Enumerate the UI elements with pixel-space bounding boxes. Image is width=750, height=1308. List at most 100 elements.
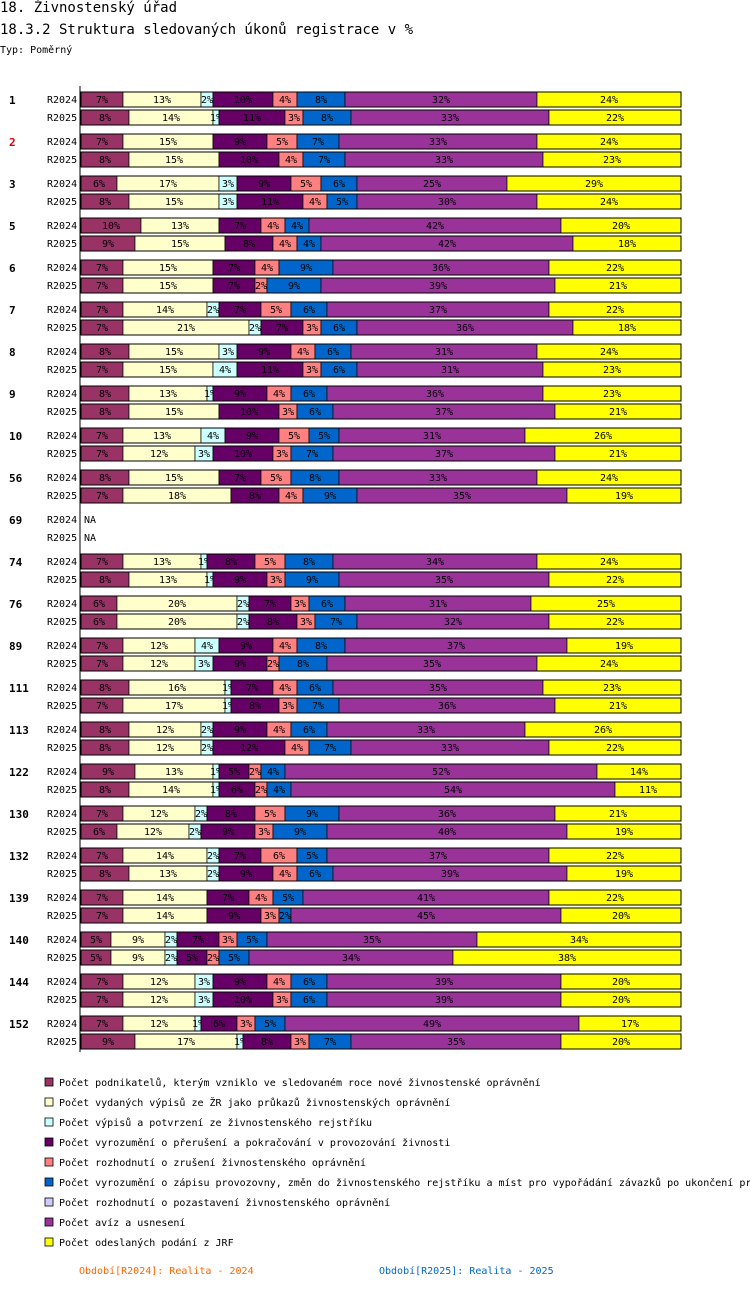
data-label: 37%	[447, 641, 465, 652]
data-label: 9%	[240, 869, 252, 880]
period-label: R2025	[47, 743, 77, 754]
data-label: 3%	[294, 1037, 306, 1048]
data-label: 7%	[306, 449, 318, 460]
data-label: 4%	[279, 869, 291, 880]
data-label: 4%	[297, 347, 309, 358]
data-label: 16%	[168, 683, 186, 694]
period-label: R2025	[47, 953, 77, 964]
data-label: 3%	[264, 911, 276, 922]
data-label: 38%	[558, 953, 576, 964]
data-label: 7%	[312, 701, 324, 712]
data-label: 9%	[234, 575, 246, 586]
data-label: 5%	[264, 1019, 276, 1030]
bar-frame	[80, 1033, 682, 1050]
data-label: 9%	[324, 491, 336, 502]
data-label: 12%	[156, 743, 174, 754]
data-label: 1%	[204, 575, 216, 586]
data-label: 11%	[243, 113, 261, 124]
data-label: 5%	[270, 473, 282, 484]
data-label: 15%	[165, 473, 183, 484]
data-label: 31%	[441, 365, 459, 376]
data-label: 10%	[234, 95, 252, 106]
group-label: 8	[9, 346, 16, 359]
bar-frame	[80, 427, 682, 444]
data-label: 3%	[198, 977, 210, 988]
data-label: 21%	[609, 809, 627, 820]
period-label: R2024	[47, 347, 77, 358]
data-label: 7%	[96, 911, 108, 922]
bar-frame	[80, 151, 682, 168]
data-label: 33%	[435, 155, 453, 166]
data-label: 4%	[267, 767, 279, 778]
data-label: 4%	[273, 389, 285, 400]
bar-frame	[80, 889, 682, 906]
bar-frame	[80, 301, 682, 318]
data-label: 7%	[96, 137, 108, 148]
period-label: R2025	[47, 827, 77, 838]
data-label: 36%	[456, 323, 474, 334]
data-label: 3%	[306, 365, 318, 376]
data-label: 4%	[285, 155, 297, 166]
period-label: R2024	[47, 515, 77, 526]
data-label: 4%	[291, 743, 303, 754]
data-label: 14%	[156, 893, 174, 904]
data-label: 21%	[609, 449, 627, 460]
data-label: 21%	[177, 323, 195, 334]
bar-frame	[80, 217, 682, 234]
legend-entry: Počet podnikatelů, kterým vzniklo ve sle…	[59, 1077, 541, 1089]
data-label: 4%	[291, 221, 303, 232]
bar-frame	[80, 361, 682, 378]
data-label: 6%	[303, 305, 315, 316]
data-label: 23%	[603, 683, 621, 694]
data-label: 5%	[246, 935, 258, 946]
period-label: R2024	[47, 431, 77, 442]
data-label: 35%	[453, 491, 471, 502]
data-label: 15%	[165, 407, 183, 418]
data-label: 3%	[294, 599, 306, 610]
data-label: 33%	[429, 137, 447, 148]
data-label: 4%	[273, 977, 285, 988]
data-label: 22%	[606, 893, 624, 904]
bar-frame	[80, 403, 682, 420]
data-label: 40%	[438, 827, 456, 838]
group-label: 152	[9, 1018, 29, 1031]
period-label: R2025	[47, 407, 77, 418]
bar-frame	[80, 991, 682, 1008]
chart-type-label: Typ: Poměrný	[0, 45, 73, 56]
data-label: 7%	[96, 95, 108, 106]
data-label: 21%	[609, 701, 627, 712]
data-label: 22%	[606, 263, 624, 274]
data-label: 5%	[90, 953, 102, 964]
data-label: 7%	[234, 473, 246, 484]
data-label: 6%	[93, 599, 105, 610]
data-label: 36%	[438, 809, 456, 820]
legend-swatch	[44, 1077, 54, 1087]
data-label: 9%	[258, 347, 270, 358]
data-label: 12%	[150, 1019, 168, 1030]
data-label: 6%	[303, 725, 315, 736]
data-label: 9%	[306, 575, 318, 586]
data-label: 7%	[96, 449, 108, 460]
data-label: 7%	[96, 491, 108, 502]
data-label: 8%	[309, 473, 321, 484]
data-label: 4%	[201, 641, 213, 652]
data-label: 7%	[96, 851, 108, 862]
data-label: 7%	[96, 701, 108, 712]
na-label: NA	[84, 515, 96, 526]
bar-frame	[80, 277, 682, 294]
data-label: 8%	[99, 347, 111, 358]
data-label: 7%	[96, 1019, 108, 1030]
data-label: 9%	[288, 281, 300, 292]
period-label: R2024	[47, 809, 77, 820]
data-label: 35%	[363, 935, 381, 946]
period-label: R2025	[47, 323, 77, 334]
period-label: R2024	[47, 557, 77, 568]
group-label: 113	[9, 724, 29, 737]
group-label: 76	[9, 598, 23, 611]
data-label: 7%	[264, 599, 276, 610]
data-label: 7%	[228, 281, 240, 292]
data-label: 8%	[321, 113, 333, 124]
data-label: 8%	[261, 1037, 273, 1048]
period-label: R2024	[47, 767, 77, 778]
group-label: 69	[9, 514, 22, 527]
